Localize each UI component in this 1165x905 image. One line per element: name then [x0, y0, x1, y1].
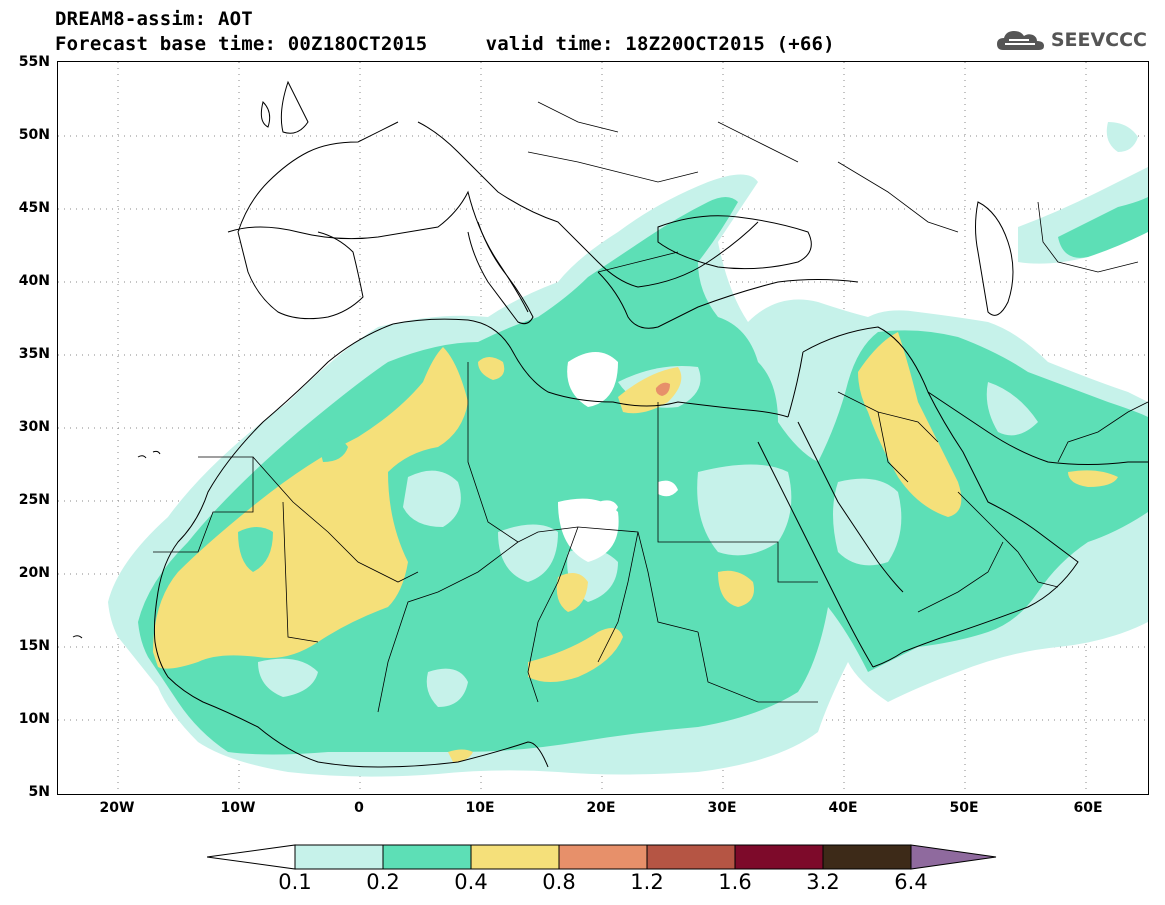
- lon-label: 60E: [1073, 800, 1103, 816]
- aot-low: [558, 352, 678, 562]
- aot-level-0.4: [153, 332, 1118, 762]
- colorbar-below-triangle: [207, 844, 296, 870]
- colorbar-tick: 1.6: [718, 870, 752, 894]
- lon-label: 0: [354, 800, 364, 816]
- lon-label: 20W: [99, 800, 135, 816]
- lat-label: 30N: [18, 419, 50, 435]
- colorbar-swatch: [734, 844, 824, 870]
- aot-level-0.8: [655, 382, 670, 396]
- colorbar-tick: 6.4: [894, 870, 928, 894]
- colorbar-tick: 0.8: [542, 870, 576, 894]
- colorbar-swatch: [646, 844, 736, 870]
- lon-label: 20E: [586, 800, 616, 816]
- colorbar-tick: 3.2: [806, 870, 840, 894]
- map-panel: [57, 61, 1149, 795]
- colorbar-swatch: [382, 844, 472, 870]
- lat-label: 20N: [18, 565, 50, 581]
- lat-label: 40N: [18, 273, 50, 289]
- lat-label: 55N: [18, 54, 50, 70]
- lon-label: 30E: [707, 800, 737, 816]
- lon-label: 10E: [465, 800, 495, 816]
- lat-label: 45N: [18, 200, 50, 216]
- forecast-time-line: Forecast base time: 00Z18OCT2015 valid t…: [55, 33, 835, 55]
- lat-label: 15N: [18, 638, 50, 654]
- lat-label: 5N: [28, 784, 50, 800]
- logo-text: SEEVCCC: [1050, 29, 1147, 51]
- coastlines: [72, 80, 1148, 768]
- cloud-icon: [996, 31, 1044, 50]
- seevccc-logo: SEEVCCC: [995, 26, 1147, 54]
- colorbar-above-triangle: [910, 844, 997, 870]
- lat-label: 50N: [18, 127, 50, 143]
- lon-label: 40E: [828, 800, 858, 816]
- lat-label: 25N: [18, 492, 50, 508]
- colorbar-tick: 1.2: [630, 870, 664, 894]
- colorbar-tick: 0.2: [366, 870, 400, 894]
- lon-label: 10W: [220, 800, 256, 816]
- map-title: DREAM8-assim: AOT: [55, 8, 253, 30]
- colorbar: [207, 844, 997, 870]
- colorbar-swatch: [470, 844, 560, 870]
- lat-label: 10N: [18, 711, 50, 727]
- colorbar-tick: 0.4: [454, 870, 488, 894]
- aot-patches: [238, 438, 348, 572]
- colorbar-tick: 0.1: [278, 870, 312, 894]
- aot-map: [58, 62, 1148, 794]
- lon-label: 50E: [949, 800, 979, 816]
- lat-label: 35N: [18, 346, 50, 362]
- colorbar-swatch: [294, 844, 384, 870]
- colorbar-swatch: [822, 844, 912, 870]
- borders: [153, 101, 1148, 713]
- colorbar-swatch: [558, 844, 648, 870]
